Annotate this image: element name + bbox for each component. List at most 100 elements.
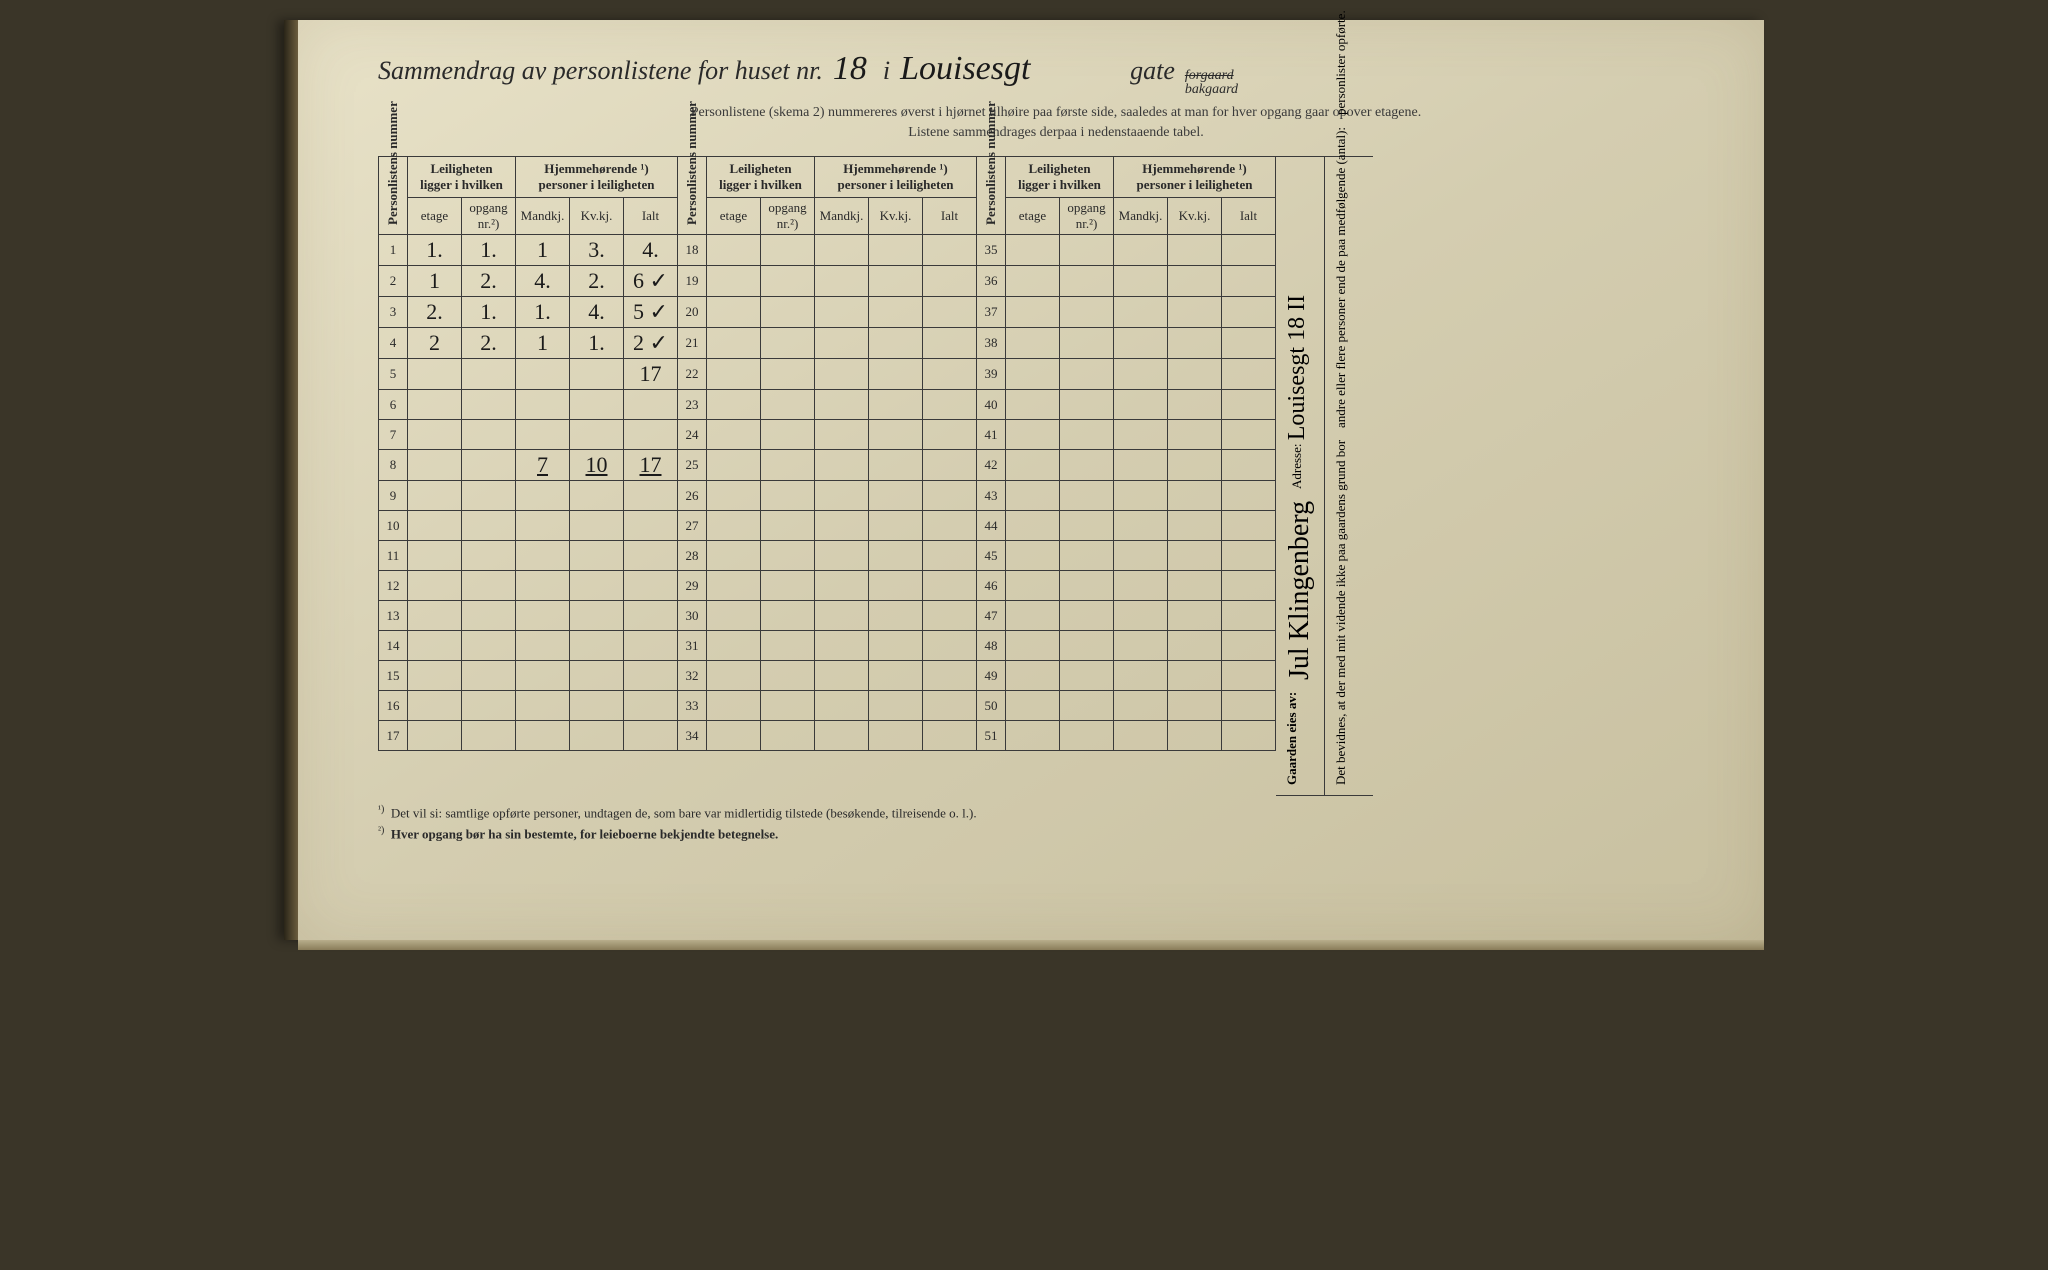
sub-kvkj-2: Kv.kj. — [869, 198, 923, 235]
table-cell — [923, 297, 977, 328]
table-cell — [707, 721, 761, 751]
table-cell — [408, 661, 462, 691]
col-hjemme-2: Hjemmehørende ¹) personer i leiligheten — [815, 157, 977, 198]
table-cell — [462, 390, 516, 420]
table-cell — [516, 481, 570, 511]
table-cell — [923, 328, 977, 359]
table-cell — [624, 541, 678, 571]
table-cell — [570, 541, 624, 571]
table-cell — [1060, 420, 1114, 450]
table-cell: 1 — [379, 235, 408, 266]
table-cell — [462, 601, 516, 631]
table-row: 112845 — [379, 541, 1276, 571]
table-row: 153249 — [379, 661, 1276, 691]
table-cell — [1168, 328, 1222, 359]
table-cell — [707, 691, 761, 721]
table-cell: 7 — [516, 450, 570, 481]
table-cell — [1222, 511, 1276, 541]
table-cell: 17 — [379, 721, 408, 751]
table-cell — [869, 266, 923, 297]
sub-opgang-2: opgang nr.²) — [761, 198, 815, 235]
table-cell — [761, 420, 815, 450]
table-cell — [1168, 297, 1222, 328]
table-cell — [516, 390, 570, 420]
table-cell — [923, 450, 977, 481]
table-cell: 28 — [678, 541, 707, 571]
table-cell: 40 — [977, 390, 1006, 420]
table-cell — [815, 297, 869, 328]
table-cell — [1114, 235, 1168, 266]
table-cell — [1222, 601, 1276, 631]
table-row: 5172239 — [379, 359, 1276, 390]
table-cell — [1168, 450, 1222, 481]
table-cell — [1222, 420, 1276, 450]
table-cell: 37 — [977, 297, 1006, 328]
table-cell — [707, 297, 761, 328]
table-cell — [707, 328, 761, 359]
table-cell: 1 — [516, 328, 570, 359]
table-cell — [761, 266, 815, 297]
table-cell — [570, 601, 624, 631]
table-cell — [1060, 328, 1114, 359]
owner-signature: Jul Klingenberg — [1284, 501, 1316, 680]
table-cell — [462, 631, 516, 661]
table-cell — [624, 511, 678, 541]
table-cell — [1006, 541, 1060, 571]
adresse-label-left: Adresse: Louisesgt 18 II — [1284, 295, 1316, 489]
table-cell — [815, 691, 869, 721]
table-cell: 32 — [678, 661, 707, 691]
table-cell — [408, 631, 462, 661]
table-cell — [1114, 359, 1168, 390]
table-cell — [1168, 571, 1222, 601]
table-cell — [869, 297, 923, 328]
table-cell — [923, 359, 977, 390]
table-cell — [1114, 297, 1168, 328]
table-cell — [1114, 266, 1168, 297]
table-cell — [869, 721, 923, 751]
table-cell — [1060, 297, 1114, 328]
table-cell: 2. — [462, 328, 516, 359]
sub-kvkj-1: Kv.kj. — [570, 198, 624, 235]
table-row: 62340 — [379, 390, 1276, 420]
table-cell — [707, 266, 761, 297]
table-cell: 18 — [678, 235, 707, 266]
table-cell — [923, 511, 977, 541]
table-cell: 4. — [516, 266, 570, 297]
table-row: 32.1.1.4.5 ✓2037 — [379, 297, 1276, 328]
table-cell: 1 — [408, 266, 462, 297]
table-cell — [1222, 541, 1276, 571]
table-cell: 4. — [624, 235, 678, 266]
table-cell — [624, 601, 678, 631]
table-cell — [815, 450, 869, 481]
sub-mandkj-1: Mandkj. — [516, 198, 570, 235]
table-cell — [408, 691, 462, 721]
table-cell — [1114, 390, 1168, 420]
table-cell — [1114, 631, 1168, 661]
col-leiligheten-3: Leiligheten ligger i hvilken — [1006, 157, 1114, 198]
table-cell: 33 — [678, 691, 707, 721]
table-cell — [869, 359, 923, 390]
table-cell — [707, 390, 761, 420]
table-cell — [869, 511, 923, 541]
sub-kvkj-3: Kv.kj. — [1168, 198, 1222, 235]
header-row-1: Personlistens nummer Leiligheten ligger … — [379, 157, 1276, 198]
table-cell — [1222, 481, 1276, 511]
sub-ialt-3: Ialt — [1222, 198, 1276, 235]
table-cell — [1060, 359, 1114, 390]
table-cell — [570, 511, 624, 541]
table-cell: 49 — [977, 661, 1006, 691]
table-cell — [1006, 390, 1060, 420]
table-cell — [707, 601, 761, 631]
subtitle: Personlistene (skema 2) nummereres øvers… — [378, 103, 1734, 142]
table-cell — [1168, 631, 1222, 661]
table-cell — [1114, 691, 1168, 721]
table-cell — [1222, 661, 1276, 691]
table-cell — [624, 691, 678, 721]
table-cell — [707, 631, 761, 661]
table-cell — [1168, 511, 1222, 541]
table-cell: 10 — [379, 511, 408, 541]
footnotes: ¹) Det vil si: samtlige opførte personer… — [378, 802, 1734, 844]
table-cell: 46 — [977, 571, 1006, 601]
table-cell — [1222, 450, 1276, 481]
table-cell — [1006, 601, 1060, 631]
